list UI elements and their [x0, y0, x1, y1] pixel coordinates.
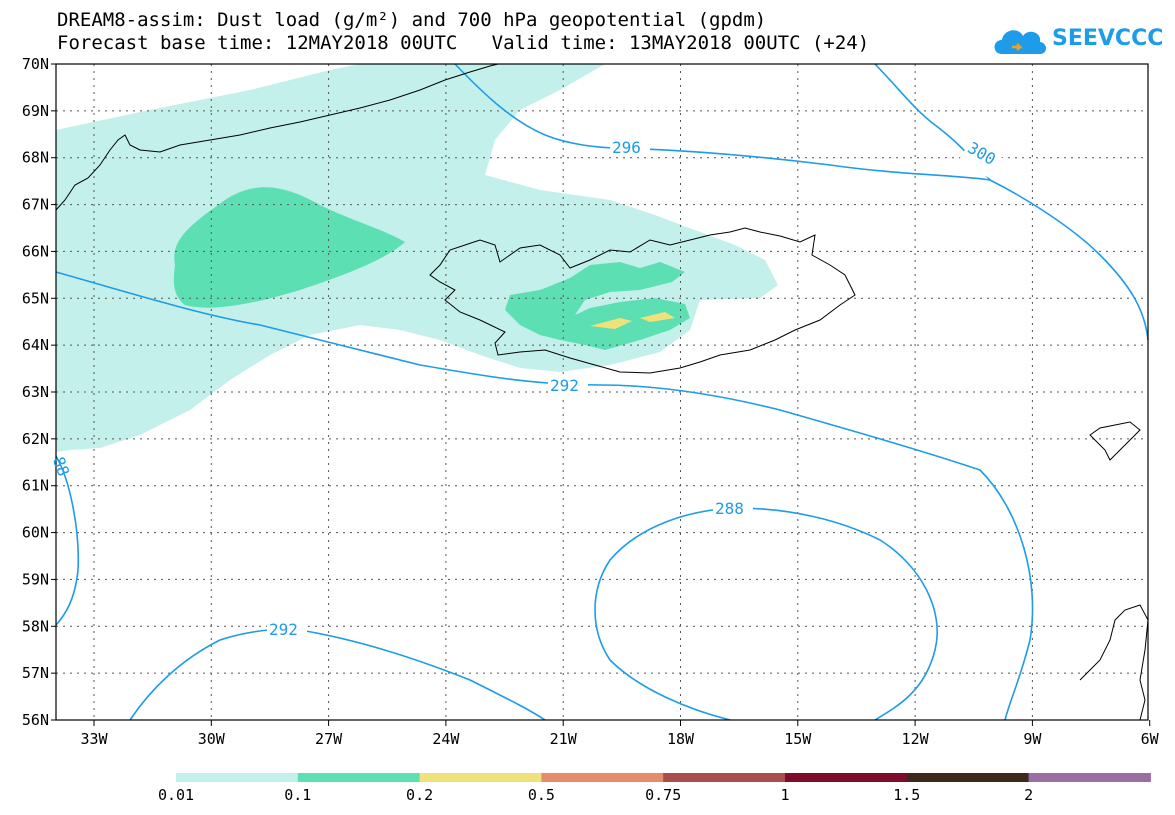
- cloud-icon: [994, 30, 1046, 54]
- coast-scotland: [1079, 604, 1149, 721]
- colorbar-swatch: [541, 773, 664, 782]
- coast-faroe: [1089, 421, 1141, 461]
- coastlines: [55, 63, 1149, 721]
- lon-label: 12W: [902, 730, 930, 748]
- lat-label: 56N: [22, 711, 49, 729]
- colorbar-label: 2: [1024, 786, 1033, 804]
- contour-label-288: 288: [715, 499, 744, 518]
- contour-288-central: [594, 507, 938, 721]
- colorbar-label: 1: [780, 786, 789, 804]
- contour-label-88: 88: [49, 454, 73, 479]
- colorbar-label: 1.5: [893, 786, 920, 804]
- colorbar-label: 0.1: [284, 786, 311, 804]
- colorbar-swatch: [297, 773, 421, 782]
- contour-292-south: [129, 628, 546, 721]
- longitude-labels: 33W 30W 27W 24W 21W 18W 15W 12W 9W 6W: [80, 720, 1160, 748]
- colorbar-label: 0.01: [158, 786, 194, 804]
- contour-296: [454, 63, 1149, 341]
- colorbar: 0.01 0.1 0.2 0.5 0.75 1 1.5 2: [158, 773, 1151, 804]
- colorbar-label: 0.75: [645, 786, 681, 804]
- contour-labels: 296 300 292 292 288 88: [49, 137, 1006, 639]
- lon-label: 6W: [1141, 730, 1160, 748]
- lon-label: 15W: [784, 730, 812, 748]
- colorbar-label: 0.2: [406, 786, 433, 804]
- contour-label-292-south: 292: [269, 620, 298, 639]
- latitude-labels: 70N 69N 68N 67N 66N 65N 64N 63N 62N 61N 60N 59N 58N 5…: [22, 55, 56, 729]
- colorbar-swatch: [419, 773, 542, 782]
- colorbar-swatch: [906, 773, 1030, 782]
- colorbar-swatch: [663, 773, 786, 782]
- lon-label: 21W: [550, 730, 578, 748]
- lon-label: 30W: [198, 730, 226, 748]
- map-title-line1: DREAM8-assim: Dust load (g/m²) and 700 h…: [57, 9, 767, 31]
- colorbar-swatch: [176, 773, 299, 782]
- coast-greenland: [55, 63, 499, 211]
- contour-label-292-north: 292: [550, 376, 579, 395]
- lat-label: 63N: [22, 383, 49, 401]
- lat-label: 61N: [22, 477, 49, 495]
- lat-label: 65N: [22, 289, 49, 307]
- lat-label: 68N: [22, 149, 49, 167]
- lon-label: 24W: [432, 730, 460, 748]
- lat-label: 70N: [22, 55, 49, 73]
- colorbar-swatch: [1028, 773, 1151, 782]
- lat-label: 60N: [22, 524, 49, 542]
- coast-iceland: [429, 227, 856, 374]
- lat-label: 57N: [22, 664, 49, 682]
- dust-region-high-2: [640, 312, 675, 322]
- contour-292-north: [55, 271, 1034, 721]
- contour-288-west: [55, 455, 80, 626]
- seevccc-logo: SEEVCCC: [990, 22, 1163, 60]
- contour-label-296: 296: [612, 138, 641, 157]
- colorbar-label: 0.5: [528, 786, 555, 804]
- lat-label: 69N: [22, 102, 49, 120]
- dust-region-high-1: [590, 318, 632, 329]
- lat-label: 59N: [22, 570, 49, 588]
- lat-label: 66N: [22, 242, 49, 260]
- logo-text: SEEVCCC: [1052, 26, 1164, 51]
- dust-region-mid-west: [173, 187, 405, 308]
- dust-region-low: [56, 64, 778, 452]
- lat-label: 62N: [22, 430, 49, 448]
- dust-region-mid-iceland: [505, 262, 690, 350]
- map-title-line2: Forecast base time: 12MAY2018 00UTC Vali…: [57, 32, 870, 54]
- lon-label: 33W: [80, 730, 108, 748]
- lon-label: 18W: [667, 730, 695, 748]
- lat-label: 58N: [22, 617, 49, 635]
- colorbar-swatch: [785, 773, 908, 782]
- lat-label: 64N: [22, 336, 49, 354]
- lon-label: 27W: [315, 730, 343, 748]
- lon-label: 9W: [1023, 730, 1042, 748]
- lat-label: 67N: [22, 196, 49, 214]
